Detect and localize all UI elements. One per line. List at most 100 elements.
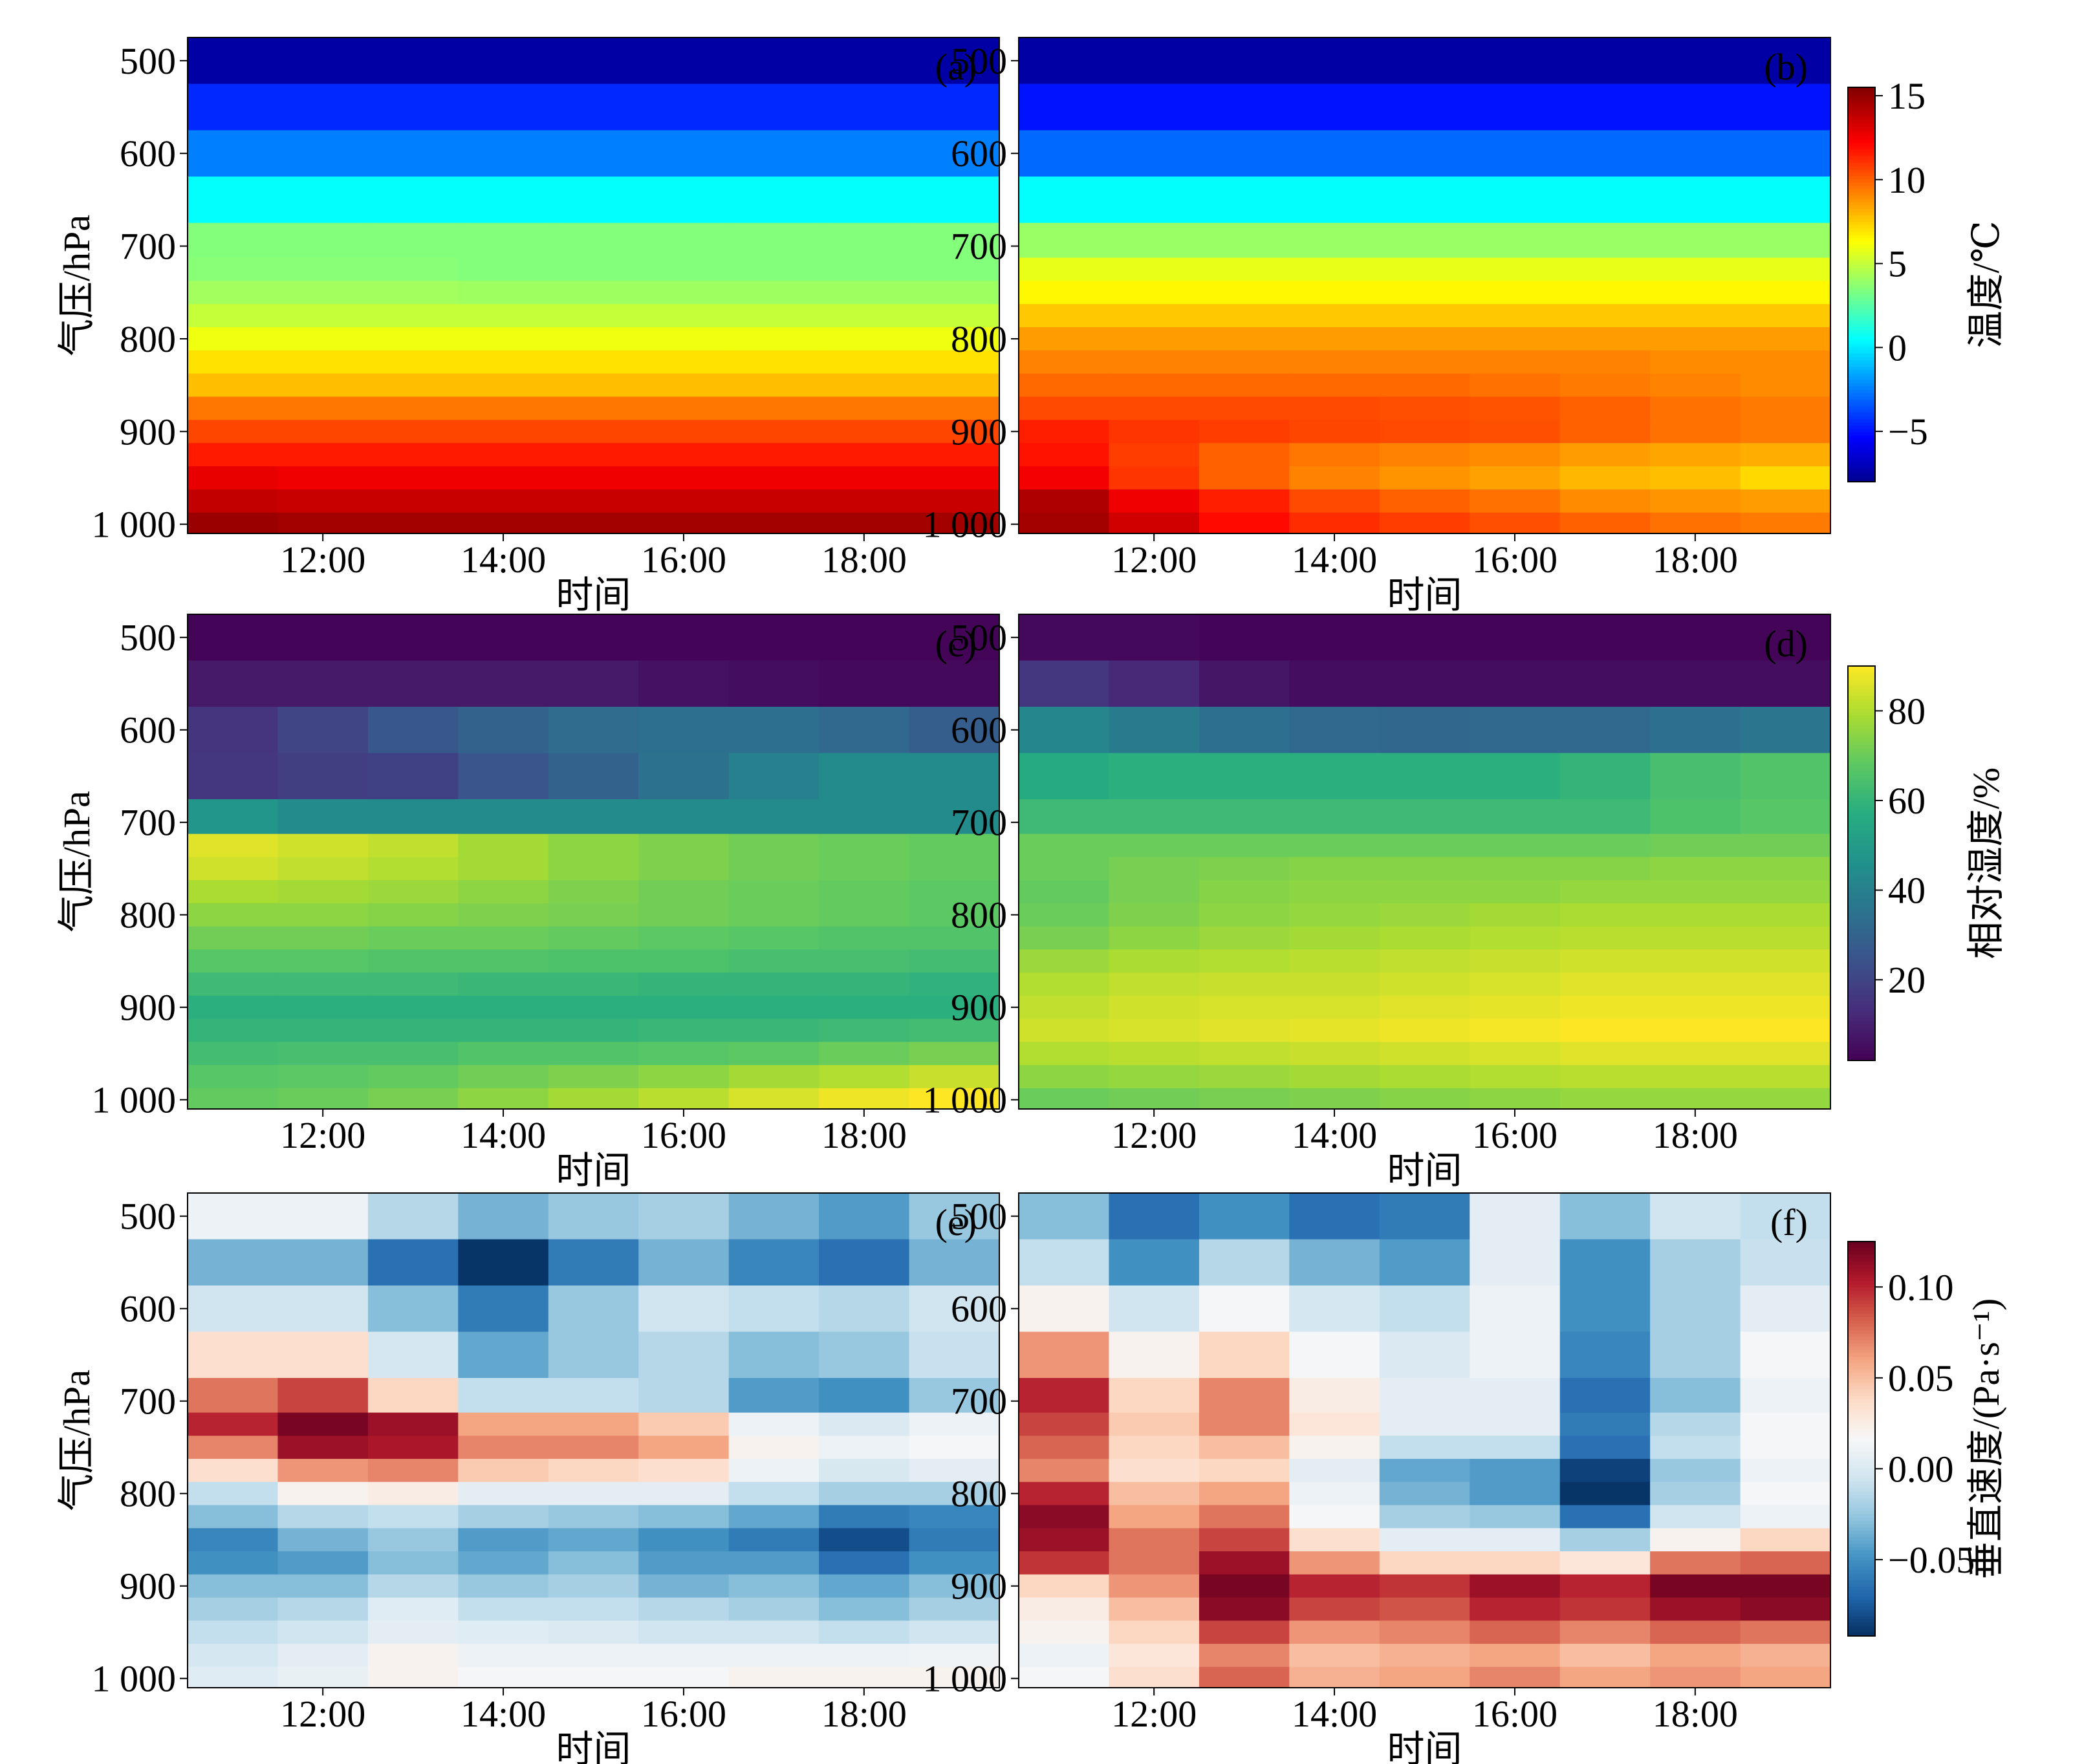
heatmap-cell — [819, 614, 910, 662]
heatmap-cell — [1199, 222, 1290, 259]
heatmap-cell — [1559, 350, 1651, 374]
heatmap-cell — [819, 327, 910, 351]
heatmap-cell — [1740, 799, 1831, 835]
colorbar-step — [1848, 416, 1875, 420]
heatmap-cell — [277, 880, 369, 904]
heatmap-cell — [909, 512, 1000, 534]
colorbar-step — [1848, 179, 1875, 184]
heatmap-cell — [819, 350, 910, 374]
heatmap-cell — [1740, 614, 1831, 662]
heatmap-cell — [1019, 281, 1109, 305]
heatmap-cell — [1109, 489, 1200, 513]
colorbar-step — [1848, 222, 1875, 226]
heatmap-cell — [1109, 1551, 1200, 1575]
heatmap-cell — [188, 995, 278, 1020]
heatmap-cell — [458, 489, 549, 513]
heatmap-cell — [277, 660, 369, 707]
colorbar-step — [1848, 215, 1875, 219]
heatmap-cell — [458, 1412, 549, 1436]
heatmap-cell — [1740, 304, 1831, 328]
colorbar-step — [1848, 1553, 1875, 1558]
heatmap-cell — [548, 1436, 639, 1459]
y-tick-label: 900 — [120, 1565, 176, 1608]
heatmap-cell — [367, 222, 459, 259]
heatmap-cell — [909, 1018, 1000, 1042]
heatmap-cell — [638, 396, 730, 420]
heatmap-cell — [548, 753, 639, 800]
heatmap-cell — [819, 1551, 910, 1575]
heatmap-cell — [909, 707, 1000, 754]
heatmap-cell — [909, 1620, 1000, 1644]
heatmap-cell — [1470, 281, 1561, 305]
heatmap-cell — [1109, 443, 1200, 467]
heatmap-cell — [458, 177, 549, 224]
heatmap-cell — [638, 373, 730, 398]
colorbar-step — [1848, 1057, 1875, 1061]
heatmap-cell — [1019, 489, 1109, 513]
colorbar-step — [1848, 386, 1875, 391]
colorbar-step — [1848, 846, 1875, 851]
colorbar-step — [1848, 291, 1875, 295]
heatmap-cell — [367, 420, 459, 444]
heatmap-cell — [728, 614, 819, 662]
x-tick-label: 14:00 — [461, 1114, 546, 1156]
heatmap-cell — [1289, 512, 1380, 534]
colorbar-step — [1848, 356, 1875, 361]
heatmap-cell — [548, 281, 639, 305]
heatmap-cell — [1470, 753, 1561, 800]
heatmap-cell — [1289, 177, 1380, 224]
colorbar-step — [1848, 87, 1875, 91]
heatmap-cell — [548, 614, 639, 662]
heatmap-cell — [1470, 660, 1561, 707]
colorbar-step — [1848, 389, 1875, 394]
heatmap-cell — [819, 799, 910, 835]
y-tick-label: 1 000 — [923, 1079, 1008, 1121]
colorbar-step — [1848, 741, 1875, 746]
heatmap-cell — [1289, 350, 1380, 374]
heatmap-cell — [728, 1620, 819, 1644]
heatmap-cell — [367, 1644, 459, 1668]
colorbar-step — [1848, 728, 1875, 733]
heatmap-cell — [1289, 396, 1380, 420]
colorbar-step — [1848, 310, 1875, 315]
colorbar-step — [1848, 685, 1875, 690]
heatmap-cell — [277, 1436, 369, 1459]
colorbar-step — [1848, 945, 1875, 949]
heatmap-cell — [638, 38, 730, 85]
heatmap-cell — [188, 83, 278, 131]
heatmap-cell — [1470, 38, 1561, 85]
heatmap-cell — [1379, 1378, 1470, 1414]
heatmap-cell — [1109, 222, 1200, 259]
x-tick-label: 18:00 — [1653, 1114, 1738, 1156]
colorbar-step — [1848, 1491, 1875, 1496]
colorbar-step — [1848, 788, 1875, 791]
colorbar-step — [1848, 419, 1875, 424]
heatmap-cell — [1470, 1065, 1561, 1089]
heatmap-cell — [548, 373, 639, 398]
heatmap-cell — [1559, 880, 1651, 904]
colorbar-step — [1848, 892, 1875, 897]
colorbar-step — [1848, 1317, 1875, 1321]
heatmap-cell — [1289, 327, 1380, 351]
heatmap-cell — [188, 327, 278, 351]
heatmap-cell — [1109, 1505, 1200, 1529]
heatmap-cell — [367, 83, 459, 131]
colorbar-step — [1848, 271, 1875, 275]
heatmap-cell — [1019, 83, 1109, 131]
heatmap-cell — [1199, 420, 1290, 444]
heatmap-cell — [367, 1088, 459, 1110]
heatmap-cell — [1740, 1436, 1831, 1459]
heatmap-cell — [548, 38, 639, 85]
heatmap-cell — [638, 880, 730, 904]
heatmap-cell — [277, 1459, 369, 1483]
heatmap-cell — [188, 420, 278, 444]
heatmap-cell — [909, 443, 1000, 467]
colorbar-step — [1848, 1267, 1875, 1272]
heatmap-cell — [548, 489, 639, 513]
heatmap-cell — [1740, 1193, 1831, 1240]
heatmap-cell — [1559, 753, 1651, 800]
heatmap-cell — [1470, 350, 1561, 374]
heatmap-cell — [548, 1505, 639, 1529]
colorbar-step — [1848, 1356, 1875, 1361]
heatmap-cell — [1109, 512, 1200, 534]
